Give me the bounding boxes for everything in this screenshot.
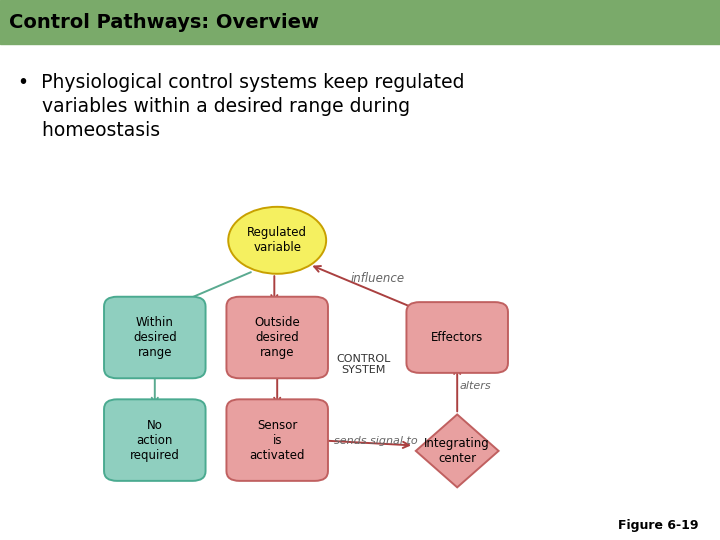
- Text: •  Physiological control systems keep regulated: • Physiological control systems keep reg…: [18, 73, 464, 92]
- Text: Regulated
variable: Regulated variable: [247, 226, 307, 254]
- Text: variables within a desired range during: variables within a desired range during: [18, 97, 410, 116]
- Text: Effectors: Effectors: [431, 331, 483, 344]
- FancyBboxPatch shape: [104, 399, 206, 481]
- Ellipse shape: [228, 207, 326, 274]
- Text: Outside
desired
range: Outside desired range: [254, 316, 300, 359]
- Text: Figure 6-19: Figure 6-19: [618, 519, 698, 532]
- Text: influence: influence: [351, 272, 405, 285]
- Text: Control Pathways: Overview: Control Pathways: Overview: [9, 12, 319, 32]
- Text: CONTROL
SYSTEM: CONTROL SYSTEM: [336, 354, 391, 375]
- Text: Sensor
is
activated: Sensor is activated: [249, 418, 305, 462]
- Text: homeostasis: homeostasis: [18, 122, 160, 140]
- FancyBboxPatch shape: [406, 302, 508, 373]
- Polygon shape: [416, 415, 498, 487]
- Text: Integrating
center: Integrating center: [424, 437, 490, 465]
- FancyBboxPatch shape: [104, 297, 206, 378]
- Text: alters: alters: [459, 381, 491, 391]
- FancyBboxPatch shape: [0, 0, 720, 44]
- Text: Within
desired
range: Within desired range: [133, 316, 176, 359]
- Text: sends signal to: sends signal to: [334, 436, 418, 446]
- FancyBboxPatch shape: [226, 399, 328, 481]
- Text: No
action
required: No action required: [130, 418, 180, 462]
- FancyBboxPatch shape: [226, 297, 328, 378]
